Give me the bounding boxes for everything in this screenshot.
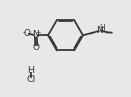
Text: H: H: [100, 24, 105, 33]
Text: -: -: [23, 28, 26, 37]
Text: N: N: [97, 26, 103, 35]
Text: H: H: [27, 66, 34, 75]
Text: +: +: [36, 30, 41, 36]
Text: O: O: [23, 29, 30, 38]
Text: O: O: [33, 43, 40, 52]
Text: N: N: [32, 30, 39, 39]
Text: Cl: Cl: [26, 75, 35, 84]
